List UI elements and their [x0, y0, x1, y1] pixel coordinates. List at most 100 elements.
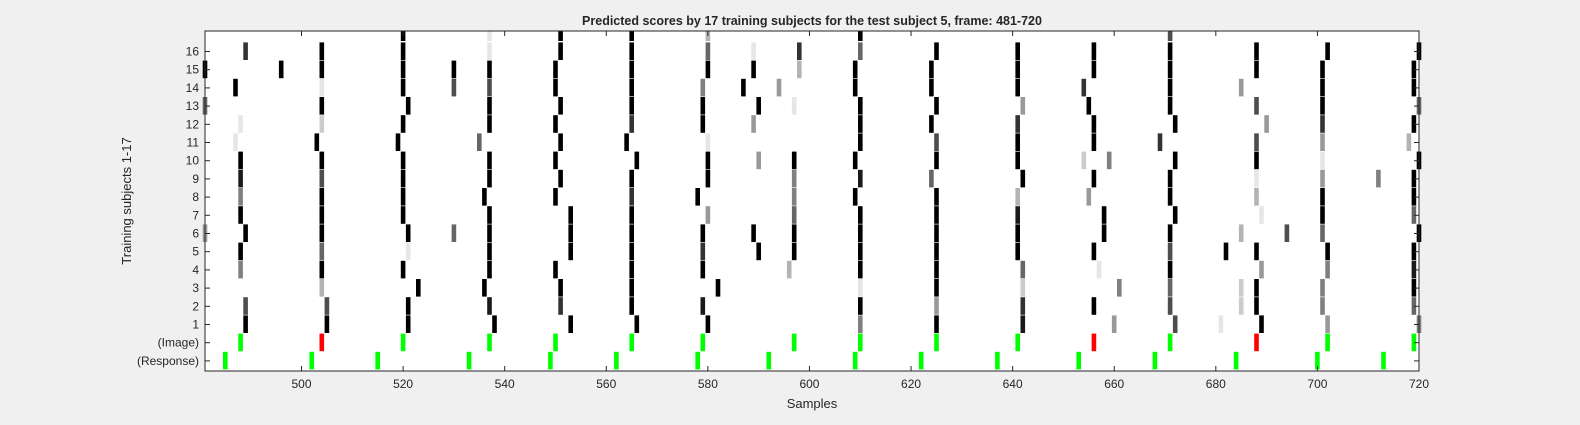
heatmap-cell — [1223, 242, 1229, 261]
heatmap-cell — [1015, 242, 1020, 261]
heatmap-cell — [1167, 242, 1173, 261]
x-tick-label: 540 — [495, 377, 515, 391]
y-tick-label: (Response) — [137, 354, 199, 368]
heatmap-cell — [487, 297, 492, 315]
heatmap-cell — [858, 333, 863, 352]
heatmap-cell — [451, 60, 457, 79]
heatmap-cell — [405, 297, 411, 315]
heatmap-cell — [629, 260, 634, 279]
heatmap-cell — [1259, 206, 1264, 224]
heatmap-cell — [629, 297, 634, 315]
heatmap-cell — [1320, 169, 1325, 188]
heatmap-cell — [1101, 206, 1107, 224]
heatmap-cell — [858, 297, 863, 315]
heatmap-cell — [629, 42, 634, 60]
heatmap-cell — [1111, 315, 1117, 333]
heatmap-cell — [568, 315, 573, 333]
heatmap-cell — [934, 42, 939, 60]
heatmap-cell — [487, 115, 492, 133]
heatmap-cell — [858, 206, 863, 224]
heatmap-cell — [858, 115, 863, 133]
heatmap-cell — [1015, 42, 1020, 60]
heatmap-cell — [629, 31, 634, 41]
heatmap-cell — [700, 242, 706, 261]
heatmap-cell — [568, 206, 573, 224]
heatmap-cell — [1238, 297, 1244, 315]
heatmap-cell — [568, 224, 573, 242]
heatmap-cell — [487, 224, 492, 242]
heatmap-cell — [858, 242, 863, 261]
heatmap-cell — [756, 151, 761, 170]
x-tick-label: 580 — [698, 377, 718, 391]
heatmap-cell — [400, 333, 406, 352]
heatmap-cell — [314, 133, 320, 151]
heatmap-cell — [375, 351, 380, 370]
heatmap-cell — [1020, 260, 1026, 279]
heatmap-cell — [558, 42, 563, 60]
heatmap-cell — [929, 169, 934, 188]
x-tick-label: 640 — [1003, 377, 1023, 391]
heatmap-cell — [1376, 169, 1381, 188]
heatmap-cell — [934, 315, 939, 333]
heatmap-cell — [858, 97, 863, 115]
heatmap-cell — [700, 78, 706, 97]
heatmap-cell — [934, 333, 939, 352]
heatmap-cell — [405, 224, 411, 242]
heatmap-cell — [487, 31, 492, 41]
heatmap-cell — [995, 351, 1000, 370]
heatmap-cell — [858, 315, 863, 333]
heatmap-cell — [1106, 151, 1112, 170]
heatmap-cell — [1320, 151, 1325, 170]
heatmap-cell — [553, 260, 558, 279]
heatmap-cell — [416, 279, 421, 297]
heatmap-cell — [1172, 206, 1178, 224]
heatmap-cell — [852, 78, 858, 97]
heatmap-cell — [629, 78, 634, 97]
heatmap-cell — [1015, 333, 1020, 352]
heatmap-cell — [492, 315, 497, 333]
heatmap-cell — [629, 115, 634, 133]
heatmap-cell — [1254, 188, 1259, 206]
heatmap-cell — [1020, 97, 1026, 115]
heatmap-cell — [400, 151, 406, 170]
heatmap-cell — [1086, 97, 1092, 115]
heatmap-cell — [1254, 169, 1259, 188]
heatmap-cell — [705, 133, 711, 151]
heatmap-cell — [238, 188, 243, 206]
heatmap-cell — [1020, 315, 1026, 333]
x-tick-label: 720 — [1409, 377, 1429, 391]
y-tick-label: 10 — [186, 154, 200, 168]
heatmap-cell — [751, 115, 756, 133]
heatmap-cell — [791, 242, 797, 261]
heatmap-cell — [1320, 224, 1325, 242]
heatmap-cell — [553, 60, 558, 79]
heatmap-cell — [629, 279, 634, 297]
heatmap-cell — [1096, 260, 1102, 279]
heatmap-cell — [1411, 206, 1417, 224]
heatmap-cell — [400, 206, 406, 224]
heatmap-cell — [751, 60, 756, 79]
heatmap-cell — [929, 115, 934, 133]
heatmap-cell — [1167, 31, 1173, 41]
heatmap-cell — [1259, 315, 1264, 333]
heatmap-cell — [324, 297, 330, 315]
heatmap-cell — [1315, 351, 1320, 370]
heatmap-cell — [553, 115, 558, 133]
heatmap-cell — [400, 115, 406, 133]
heatmap-cell — [1381, 351, 1386, 370]
heatmap-cell — [695, 188, 700, 206]
heatmap-cell — [858, 42, 863, 60]
heatmap-cell — [715, 279, 721, 297]
heatmap-cell — [700, 115, 706, 133]
heatmap-cell — [1101, 224, 1107, 242]
heatmap-cell — [791, 97, 797, 115]
heatmap-cell — [1015, 206, 1020, 224]
heatmap-cell — [1091, 242, 1097, 261]
heatmap-cell — [243, 42, 248, 60]
y-tick-label: 1 — [192, 318, 199, 332]
heatmap-cell — [1091, 169, 1097, 188]
x-tick-label: 620 — [901, 377, 921, 391]
heatmap-cell — [451, 224, 457, 242]
heatmap-cell — [700, 97, 706, 115]
